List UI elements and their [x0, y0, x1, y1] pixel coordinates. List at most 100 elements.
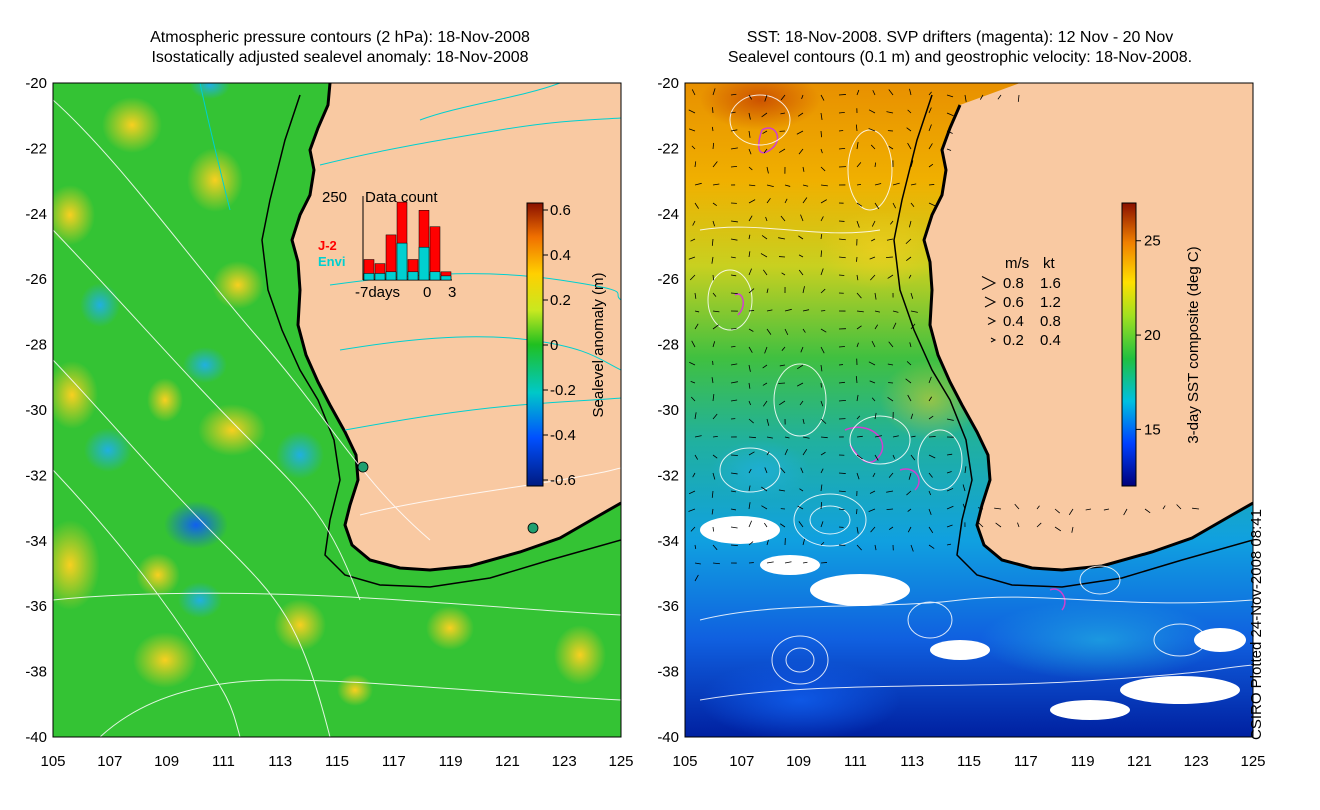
- velocity-legend-kt: 1.2: [1040, 294, 1061, 311]
- velocity-arrow: [946, 488, 954, 492]
- inset-y-max-label: 250: [322, 189, 347, 206]
- velocity-arrow: [856, 89, 860, 96]
- velocity-arrow: [748, 112, 751, 120]
- velocity-arrow: [694, 454, 699, 460]
- left-panel-title: Atmospheric pressure contours (2 hPa): 1…: [60, 28, 620, 68]
- right-title-line1: SST: 18-Nov-2008. SVP drifters (magenta)…: [746, 29, 1174, 46]
- velocity-arrow: [689, 361, 696, 366]
- velocity-arrow: [856, 310, 864, 313]
- inset-legend-envi: Envi: [318, 254, 345, 269]
- velocity-arrow: [907, 394, 912, 402]
- lon-tick-label: 125: [1240, 753, 1265, 770]
- velocity-arrow: [761, 505, 768, 510]
- velocity-arrow: [928, 415, 934, 420]
- velocity-arrow: [820, 184, 828, 187]
- velocity-arrow: [712, 436, 718, 438]
- velocity-legend-arrow: [984, 296, 997, 308]
- velocity-arrow: [928, 526, 934, 534]
- velocity-arrow: [888, 526, 894, 531]
- velocity-arrow: [688, 508, 696, 512]
- sealevel-contours: [699, 94, 1253, 701]
- velocity-arrow: [820, 130, 822, 138]
- inset-bar-envi: [363, 273, 375, 281]
- velocity-arrow: [730, 256, 736, 259]
- velocity-arrow: [928, 91, 932, 96]
- lat-tick-label: -22: [25, 140, 47, 157]
- velocity-arrow: [694, 292, 697, 299]
- velocity-arrow: [964, 466, 967, 474]
- velocity-arrow: [910, 310, 918, 313]
- velocity-arrow: [892, 435, 899, 438]
- velocity-arrow: [946, 453, 953, 456]
- sla-colorbar-tick-label: -0.6: [550, 472, 576, 489]
- sla-colorbar-tick-label: 0: [550, 337, 558, 354]
- velocity-arrow: [712, 324, 719, 330]
- velocity-arrow: [748, 451, 755, 456]
- velocity-arrow: [928, 472, 933, 478]
- velocity-arrow: [869, 256, 876, 260]
- velocity-arrow: [691, 89, 696, 96]
- velocity-arrow: [820, 484, 823, 492]
- velocity-arrow: [906, 127, 912, 132]
- lon-tick-label: 115: [957, 753, 981, 770]
- velocity-arrow: [730, 292, 738, 295]
- velocity-arrow: [856, 256, 858, 262]
- lat-tick-label: -40: [25, 729, 47, 746]
- velocity-arrow: [748, 468, 752, 474]
- velocity-legend-kt: 0.8: [1040, 313, 1061, 330]
- velocity-arrow: [995, 522, 1002, 528]
- velocity-arrow: [712, 394, 715, 402]
- velocity-arrow: [779, 523, 786, 528]
- lat-tick-label: -34: [657, 533, 679, 550]
- velocity-arrow: [820, 364, 823, 372]
- velocity-arrow: [796, 130, 804, 135]
- velocity-arrow: [868, 128, 876, 132]
- velocity-arrow: [766, 184, 774, 187]
- velocity-arrow: [872, 90, 876, 96]
- velocity-arrow: [871, 238, 876, 242]
- velocity-arrow: [748, 541, 754, 546]
- velocity-arrow: [928, 202, 936, 207]
- velocity-legend-ms: 0.8: [1003, 275, 1024, 292]
- velocity-arrow: [892, 454, 896, 459]
- velocity-arrow: [760, 253, 768, 258]
- velocity-arrow: [1071, 526, 1074, 533]
- velocity-arrow: [799, 400, 804, 406]
- sla-colorbar-tick-label: 0.6: [550, 202, 571, 219]
- velocity-arrow: [1014, 503, 1020, 510]
- velocity-arrow: [688, 109, 696, 114]
- velocity-arrow: [712, 220, 715, 227]
- lat-tick-label: -32: [657, 467, 679, 484]
- lon-tick-label: 115: [325, 753, 349, 770]
- velocity-legend-kt: 0.4: [1040, 332, 1061, 349]
- velocity-arrow: [781, 346, 786, 351]
- right-longitude-ticks: 105 107 109 111 113 115 117 119 121 123 125: [672, 753, 1265, 770]
- velocity-arrow: [892, 182, 900, 186]
- right-coastline: [922, 104, 1253, 572]
- velocity-arrow: [692, 220, 696, 226]
- velocity-arrow: [730, 93, 737, 96]
- lat-tick-label: -34: [25, 533, 47, 550]
- velocity-arrow: [712, 341, 716, 348]
- velocity-arrow: [778, 382, 786, 384]
- velocity-arrow: [890, 220, 894, 225]
- velocity-arrow: [764, 467, 768, 474]
- velocity-arrow: [928, 454, 936, 459]
- velocity-arrow: [748, 148, 752, 155]
- sst-colorbar-tick-label: 20: [1144, 327, 1161, 344]
- velocity-arrow: [946, 418, 954, 421]
- velocity-arrow: [946, 505, 954, 510]
- velocity-arrow: [910, 435, 916, 438]
- velocity-arrow: [748, 94, 753, 100]
- velocity-arrow: [802, 309, 810, 312]
- lon-tick-label: 107: [729, 753, 754, 770]
- left-title-line1: Atmospheric pressure contours (2 hPa): 1…: [150, 29, 530, 46]
- velocity-arrow: [856, 526, 859, 534]
- sst-colorbar-label: 3-day SST composite (deg C): [1185, 246, 1202, 443]
- velocity-arrow: [778, 237, 786, 240]
- velocity-arrow: [748, 400, 751, 406]
- velocity-arrow: [730, 363, 738, 366]
- velocity-arrow: [801, 94, 804, 99]
- velocity-arrow: [781, 272, 786, 276]
- left-latitude-ticks: -20 -22 -24 -26 -28 -30 -32 -34 -36 -38 -40: [25, 75, 47, 746]
